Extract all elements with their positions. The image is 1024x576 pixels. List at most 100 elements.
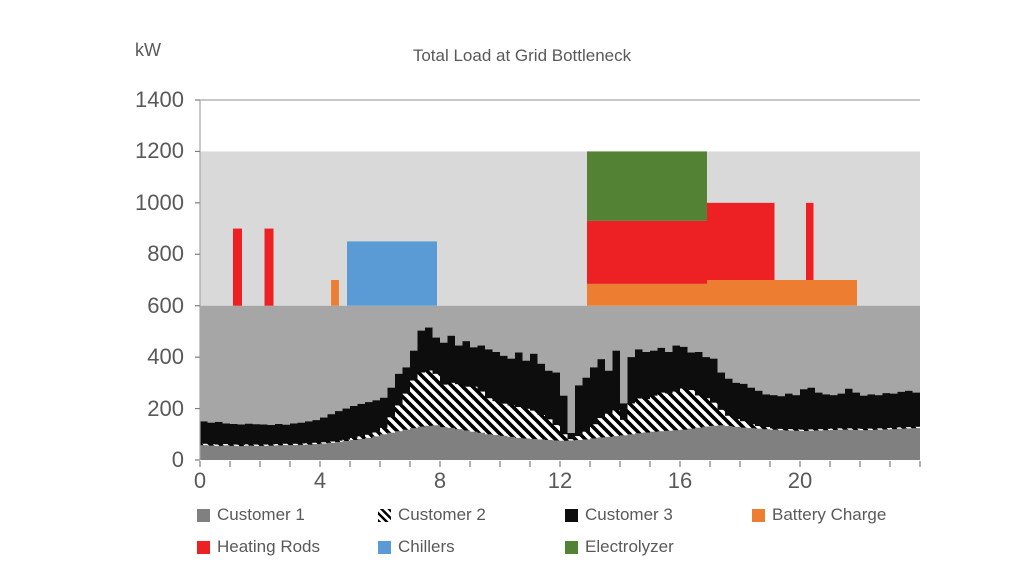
bar-customer2 — [627, 403, 635, 460]
bar-customer1 — [882, 429, 890, 460]
bar-customer1 — [635, 433, 643, 460]
flex-block-electrolyzer — [587, 151, 707, 221]
legend-item-chillers: Chillers — [378, 537, 455, 557]
legend-item-customer-3: Customer 3 — [565, 505, 673, 525]
bar-customer1 — [710, 425, 718, 460]
legend-label: Customer 2 — [398, 505, 486, 524]
bar-customer3 — [252, 424, 260, 460]
bar-customer3 — [365, 402, 373, 460]
legend-item-heating-rods: Heating Rods — [197, 537, 320, 557]
bar-customer2 — [650, 395, 658, 460]
bar-customer3 — [245, 423, 253, 460]
bar-customer1 — [837, 429, 845, 460]
bar-customer2 — [492, 401, 500, 460]
bar-customer1 — [230, 445, 238, 460]
bar-customer3 — [260, 424, 268, 460]
bar-customer3 — [575, 385, 583, 460]
bar-customer1 — [207, 445, 215, 460]
bar-customer3 — [612, 350, 620, 460]
plot-area — [195, 99, 921, 467]
bar-customer1 — [642, 432, 650, 460]
legend-item-customer-2: Customer 2 — [378, 505, 486, 525]
bar-customer3 — [590, 367, 598, 460]
bar-customer3 — [237, 424, 245, 460]
bar-customer2 — [515, 407, 523, 460]
bar-customer1 — [717, 425, 725, 460]
legend-label: Chillers — [398, 537, 455, 556]
bar-customer1 — [792, 430, 800, 460]
bar-customer1 — [680, 429, 688, 460]
bar-customer1 — [582, 439, 590, 460]
bar-customer2 — [522, 408, 530, 460]
bar-customer2 — [530, 410, 538, 460]
bar-customer1 — [897, 428, 905, 460]
bar-customer3 — [897, 391, 905, 460]
bar-customer2 — [425, 370, 433, 460]
bar-customer3 — [267, 425, 275, 460]
flex-block-heating-rods — [233, 228, 242, 306]
bar-customer1 — [747, 428, 755, 460]
bar-customer1 — [537, 439, 545, 460]
bar-customer1 — [845, 429, 853, 460]
bar-customer2 — [687, 390, 695, 460]
bar-customer2 — [500, 403, 508, 460]
bar-customer2 — [665, 393, 673, 460]
bar-customer3 — [215, 421, 223, 460]
load-bars — [200, 327, 920, 460]
x-axis-tick-label: 0 — [193, 468, 207, 493]
bar-customer3 — [207, 422, 215, 460]
bar-customer3 — [912, 392, 920, 460]
flex-block-battery-charge — [331, 280, 339, 306]
bar-customer2 — [507, 405, 515, 460]
bar-customer1 — [410, 428, 418, 460]
bar-customer1 — [260, 445, 268, 460]
bar-customer1 — [425, 425, 433, 460]
y-axis-tick-label: 800 — [147, 241, 184, 267]
bar-customer1 — [545, 439, 553, 460]
bar-customer3 — [770, 395, 778, 460]
bar-customer1 — [462, 430, 470, 460]
bar-customer1 — [402, 429, 410, 460]
bar-customer2 — [477, 391, 485, 460]
y-axis-tick-label: 1000 — [135, 189, 184, 215]
bar-customer1 — [875, 429, 883, 460]
bar-customer1 — [515, 437, 523, 460]
flex-block-chillers — [347, 241, 437, 306]
bar-customer1 — [485, 434, 493, 460]
bar-customer2 — [417, 372, 425, 460]
legend-swatch-customer1 — [197, 508, 210, 522]
bar-customer1 — [830, 429, 838, 460]
legend-label: Electrolyzer — [585, 537, 674, 556]
bar-customer2 — [447, 382, 455, 460]
bar-customer3 — [845, 388, 853, 460]
x-axis-tick-label: 4 — [313, 468, 327, 493]
bar-customer1 — [852, 429, 860, 460]
bar-customer3 — [552, 372, 560, 460]
bar-customer3 — [830, 395, 838, 460]
bar-customer2 — [470, 386, 478, 460]
bar-customer2 — [485, 398, 493, 460]
bar-customer3 — [852, 392, 860, 460]
bar-customer1 — [357, 438, 365, 460]
bar-customer3 — [890, 393, 898, 460]
bar-customer3 — [515, 352, 523, 460]
bar-customer1 — [327, 442, 335, 460]
bar-customer1 — [447, 427, 455, 460]
bar-customer1 — [507, 436, 515, 460]
bar-customer1 — [620, 435, 628, 460]
bar-customer1 — [560, 440, 568, 460]
bar-customer1 — [695, 427, 703, 460]
bar-customer1 — [612, 436, 620, 460]
bar-customer1 — [605, 436, 613, 460]
bar-customer1 — [627, 434, 635, 460]
bar-customer1 — [755, 428, 763, 460]
y-axis-tick-label: 600 — [147, 292, 184, 318]
bar-customer3 — [297, 422, 305, 460]
bar-customer3 — [822, 394, 830, 460]
bar-customer1 — [470, 431, 478, 460]
bar-customer3 — [537, 363, 545, 460]
y-axis-unit-label: kW — [135, 40, 161, 60]
bar-customer1 — [365, 437, 373, 460]
bar-customer2 — [680, 388, 688, 460]
flex-block-heating-rods — [264, 228, 274, 306]
